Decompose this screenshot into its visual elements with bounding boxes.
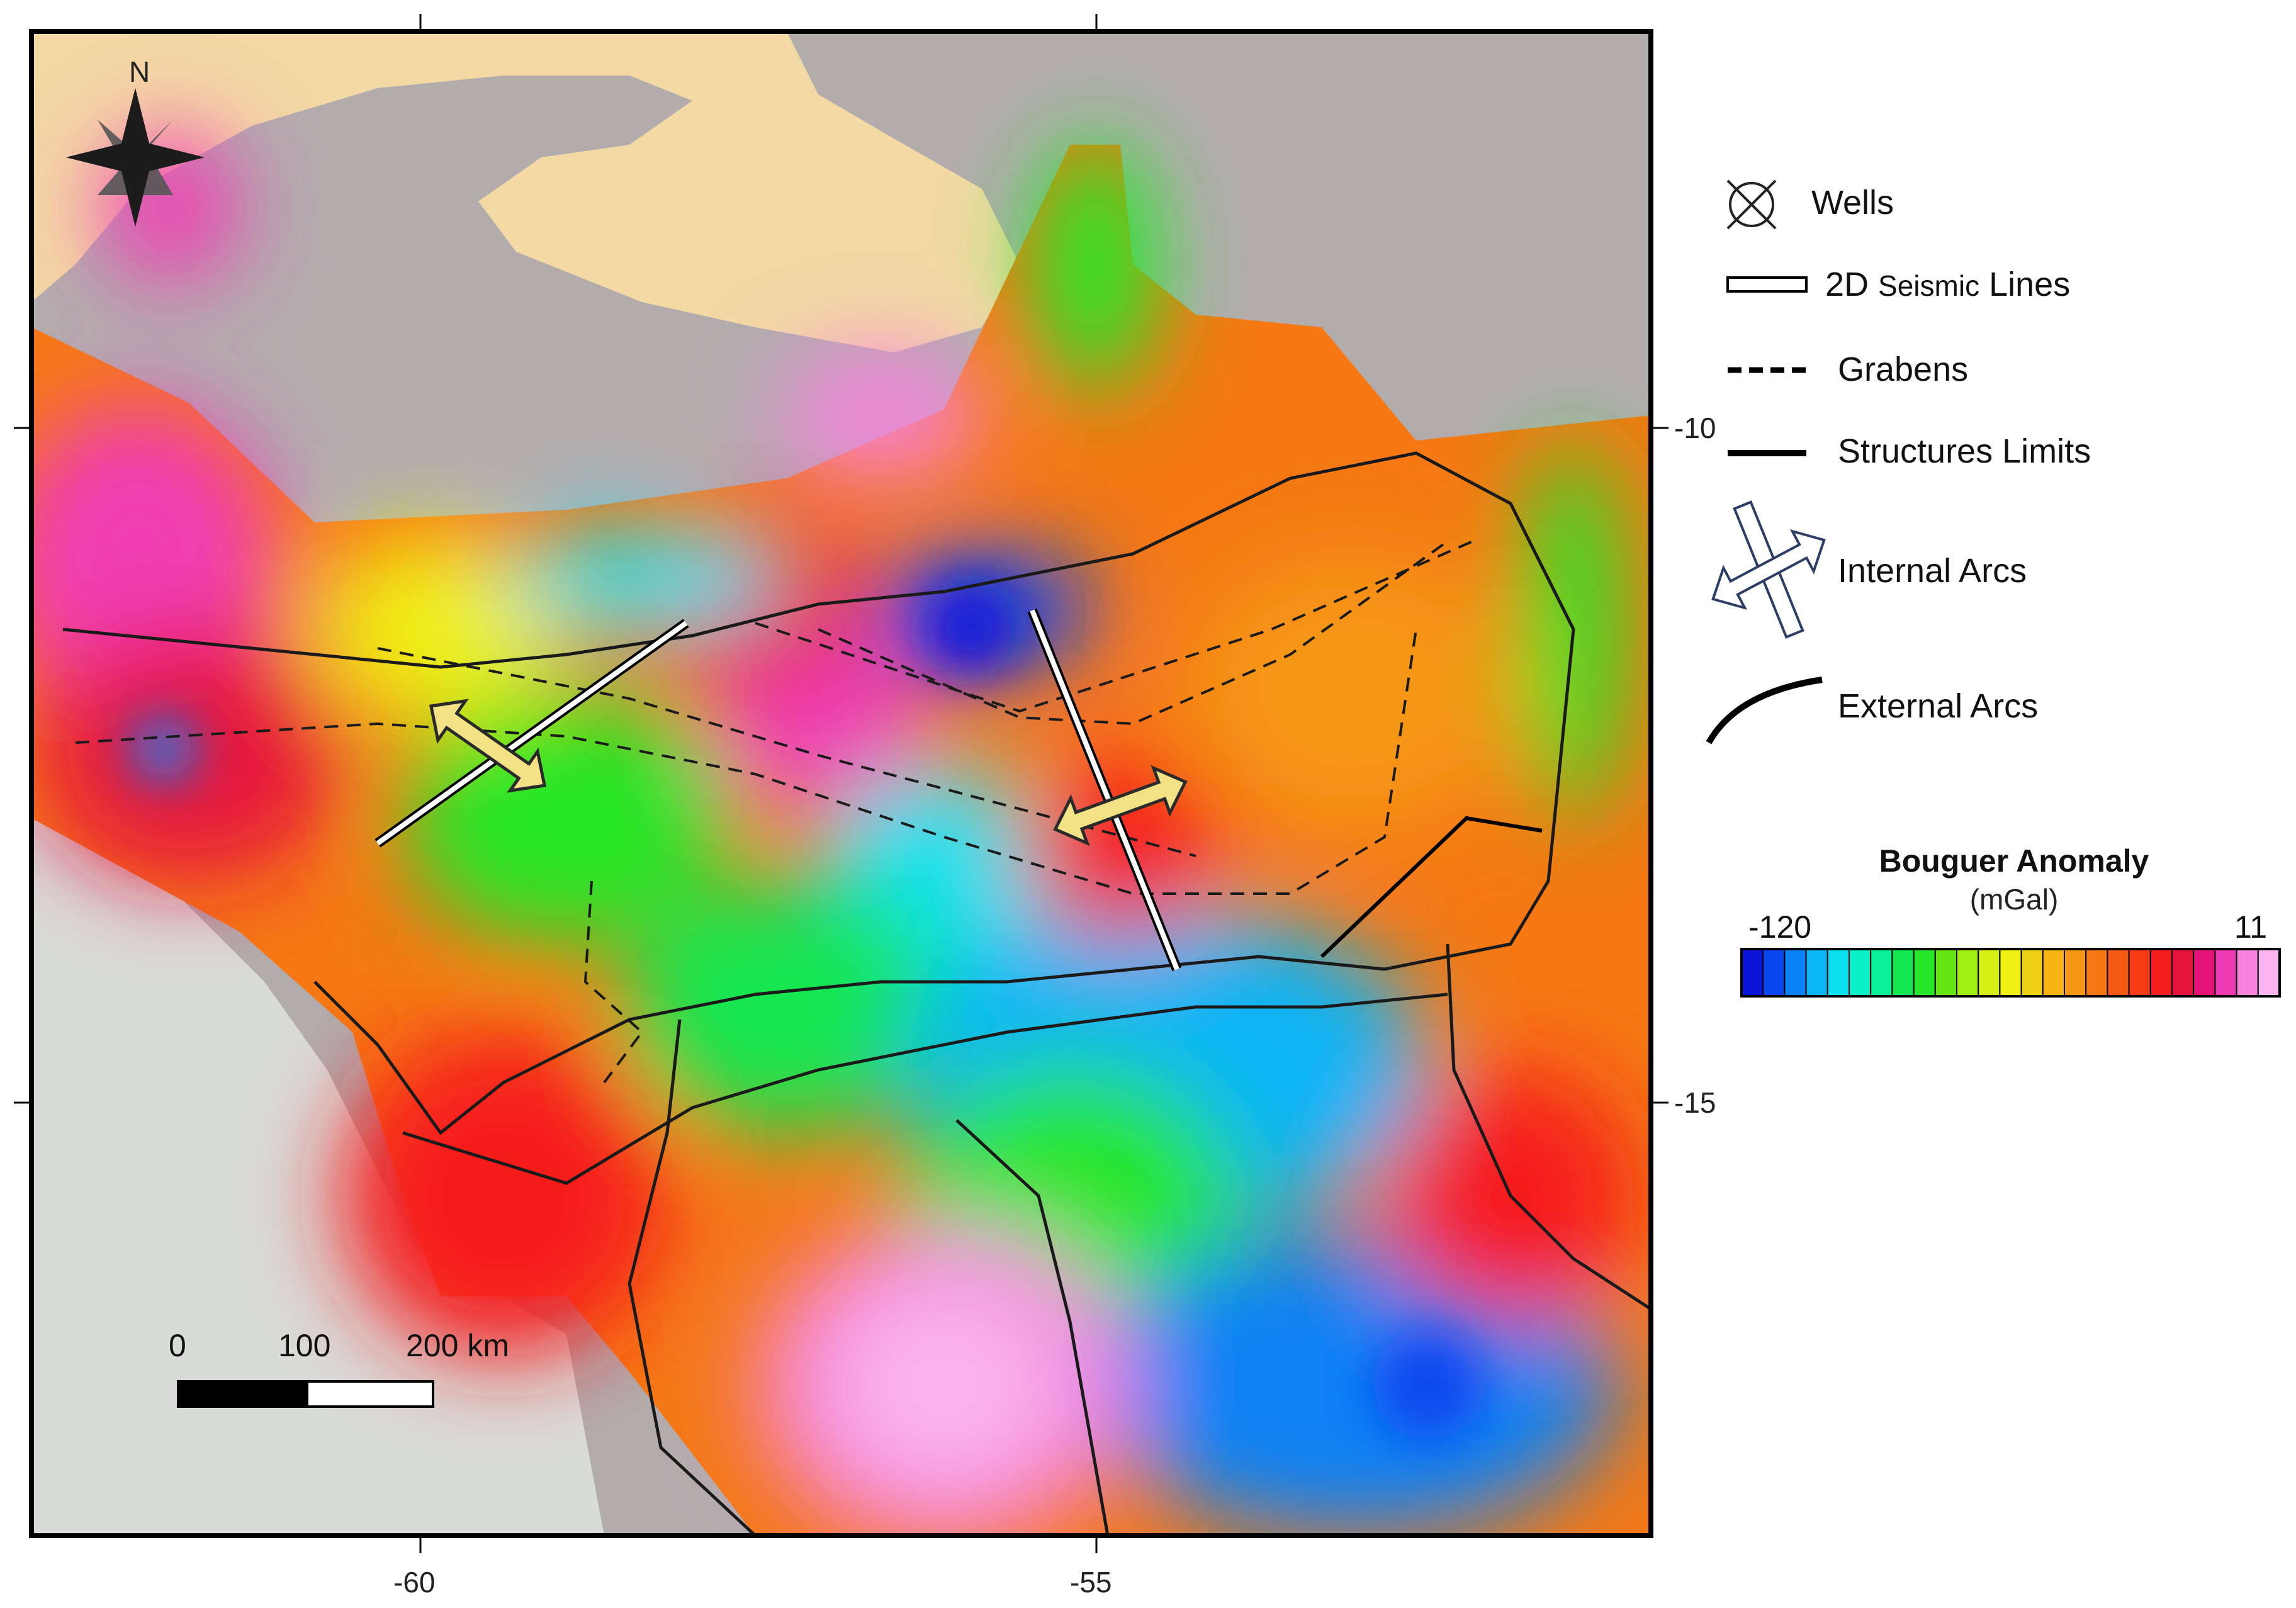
colorbar-cell: [1978, 948, 2001, 997]
colorbar-max-label: 11: [2234, 909, 2267, 945]
legend-external-arcs: External Arcs: [1706, 677, 2038, 745]
lon-tick-60: -60: [393, 1566, 435, 1599]
wells-icon: [1729, 182, 1774, 227]
legend-wells-label: Wells: [1811, 184, 1894, 222]
colorbar-cell: [2128, 948, 2151, 997]
colorbar-cell: [2020, 948, 2044, 997]
external-arcs-icon: [1706, 677, 1823, 745]
lat-tick-10: -10: [1674, 412, 1716, 444]
lon-tick-55: -55: [1070, 1566, 1111, 1599]
colorbar-cell: [1762, 948, 1786, 997]
seismic-line-icon: [1726, 276, 1808, 293]
colorbar-cell: [2257, 948, 2281, 997]
internal-arcs: [429, 699, 1188, 846]
legend-structures-label: Structures Limits: [1838, 432, 2091, 470]
colorbar-cell: [2085, 948, 2108, 997]
colorbar-cell: [1870, 948, 1893, 997]
lat-tick-15: -15: [1674, 1086, 1716, 1119]
colorbar-cell: [1826, 948, 1850, 997]
legend-seismic-label: 2D Seismic Lines: [1825, 266, 2070, 303]
scale-bar: 0 100 200 km: [169, 1328, 509, 1408]
colorbar-cell: [1999, 948, 2022, 997]
seismic-lines: [374, 609, 1182, 971]
colorbar-cells: [1741, 948, 2281, 997]
legend-structures: Structures Limits: [1728, 432, 2091, 470]
colorbar-cell: [1913, 948, 1936, 997]
legend-seismic: 2D Seismic Lines: [1726, 266, 2070, 303]
colorbar-cell: [2107, 948, 2130, 997]
basemap-tan-land-north: [31, 31, 1020, 352]
legend-grabens-label: Grabens: [1838, 351, 1968, 388]
colorbar-cell: [2149, 948, 2173, 997]
legend: Wells 2D Seismic Lines Grabens Structure…: [1706, 179, 2091, 745]
anomaly-highlights: [132, 585, 1485, 1441]
colorbar-cell: [1891, 948, 1915, 997]
colorbar-cell: [1956, 948, 1979, 997]
north-arrow: N: [66, 55, 205, 227]
colorbar-cell: [2064, 948, 2087, 997]
scale-label-100: 100: [278, 1328, 330, 1363]
colorbar-border: [1740, 948, 2281, 998]
colorbar-cell: [1805, 948, 1828, 997]
colorbar-cell: [1849, 948, 1872, 997]
colorbar-unit: (mGal): [1970, 883, 2059, 916]
anomaly-blobs: [31, 132, 1636, 1536]
legend-wells: Wells: [1726, 179, 1894, 230]
north-label: N: [129, 55, 150, 88]
colorbar-cell: [2171, 948, 2195, 997]
colorbar-min-label: -120: [1748, 909, 1811, 945]
scale-label-200km: 200 km: [406, 1328, 509, 1363]
legend-internal-arcs-label: Internal Arcs: [1838, 552, 2027, 590]
colorbar-cell: [2193, 948, 2216, 997]
axis-ticks: [14, 14, 1669, 1553]
map-area: N 0 100 200 km: [31, 31, 1651, 1536]
scale-label-0: 0: [169, 1328, 186, 1363]
basemap-terrain: [31, 818, 604, 1536]
legend-internal-arcs: Internal Arcs: [1711, 500, 2027, 639]
bouguer-anomaly-grid: [31, 132, 1651, 1536]
colorbar-cell: [2214, 948, 2237, 997]
colorbar: Bouguer Anomaly (mGal) -120 11: [1740, 843, 2281, 998]
legend-external-arcs-label: External Arcs: [1838, 687, 2038, 725]
structures-limits: [1320, 816, 1543, 959]
boundaries: [62, 451, 1651, 1536]
legend-grabens: Grabens: [1728, 351, 1968, 388]
internal-arcs-icon: [1711, 500, 1826, 639]
colorbar-cell: [1934, 948, 1958, 997]
colorbar-cell: [1741, 948, 1764, 997]
colorbar-cell: [2042, 948, 2066, 997]
colorbar-title: Bouguer Anomaly: [1879, 843, 2149, 879]
colorbar-cell: [1784, 948, 1807, 997]
map-frame: [29, 29, 1653, 1538]
colorbar-cell: [2236, 948, 2259, 997]
